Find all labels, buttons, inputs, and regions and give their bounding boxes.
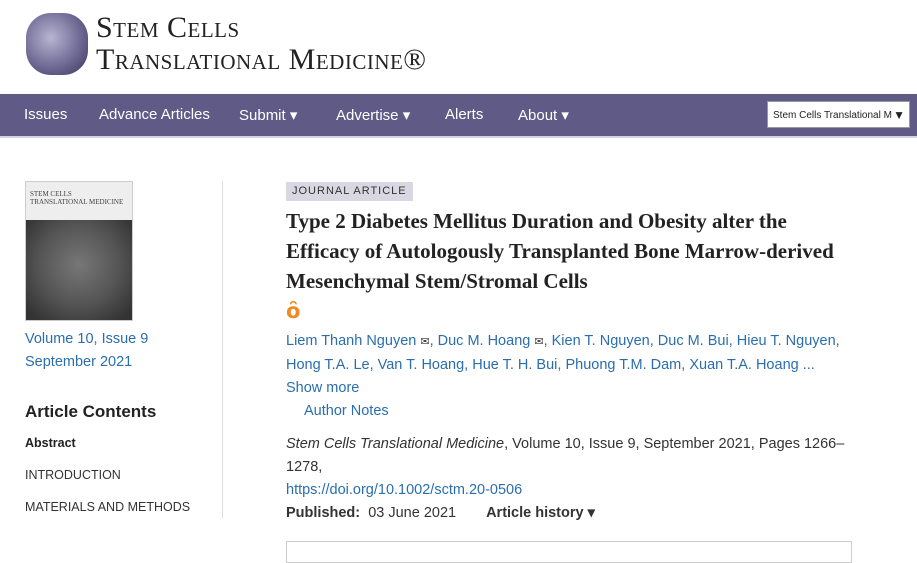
article-title: Type 2 Diabetes Mellitus Duration and Ob… xyxy=(286,209,834,323)
article-contents-heading: Article Contents xyxy=(25,402,157,421)
author-link[interactable]: Van T. Hoang xyxy=(377,357,465,373)
author-link[interactable]: Liem Thanh Nguyen xyxy=(286,333,417,349)
doi-link[interactable]: https://doi.org/10.1002/sctm.20-0506 xyxy=(286,482,523,498)
issue-date-link[interactable]: September 2021 xyxy=(25,354,133,370)
published-info: Published: 03 June 2021 Article history ▾ xyxy=(286,502,866,525)
toc-introduction[interactable]: INTRODUCTION xyxy=(25,468,121,482)
citation-details: , Volume 10, Issue 9, September 2021, Pa… xyxy=(286,436,845,475)
toc-abstract[interactable]: Abstract xyxy=(25,436,76,450)
author-link[interactable]: Xuan T.A. Hoang xyxy=(689,357,799,373)
main-nav: Issues Advance Articles Submit ▾ Adverti… xyxy=(0,94,917,138)
citation: Stem Cells Translational Medicine, Volum… xyxy=(286,433,866,502)
sidebar: STEM CELLS TRANSLATIONAL MEDICINE Volume … xyxy=(25,181,210,515)
author-notes-link[interactable]: Author Notes xyxy=(304,403,389,419)
open-access-icon: ȏ xyxy=(286,299,301,323)
author-link[interactable]: Hue T. H. Bui xyxy=(472,357,558,373)
article-header: JOURNAL ARTICLE Type 2 Diabetes Mellitus… xyxy=(286,181,866,563)
author-link[interactable]: Phuong T.M. Dam xyxy=(565,357,682,373)
author-link[interactable]: Duc M. Hoang xyxy=(437,333,531,349)
article-history-toggle[interactable]: Article history ▾ xyxy=(486,505,595,521)
nav-submit[interactable]: Submit ▾ xyxy=(239,107,298,124)
nav-alerts[interactable]: Alerts xyxy=(445,106,484,123)
search-scope-select[interactable]: Stem Cells Translational M ▼ xyxy=(767,101,910,128)
toc-methods[interactable]: MATERIALS AND METHODS xyxy=(25,500,191,514)
article-type-badge: JOURNAL ARTICLE xyxy=(286,182,413,201)
email-icon[interactable]: ✉ xyxy=(534,336,544,348)
content-box xyxy=(286,541,852,563)
select-value: Stem Cells Translational M xyxy=(773,110,892,121)
email-icon[interactable]: ✉ xyxy=(420,336,430,348)
chevron-down-icon: ▼ xyxy=(893,108,905,122)
journal-name: Stem Cells Translational Medicine xyxy=(286,436,505,452)
published-label: Published: xyxy=(286,505,361,521)
nav-issues[interactable]: Issues xyxy=(24,106,68,123)
journal-logo[interactable]: Stem Cells Translational Medicine® xyxy=(26,12,427,76)
nav-about[interactable]: About ▾ xyxy=(518,107,569,124)
logo-line1: Stem Cells xyxy=(96,11,240,44)
cells-logo-icon xyxy=(26,13,88,75)
divider xyxy=(222,181,223,518)
author-link[interactable]: Kien T. Nguyen xyxy=(551,333,650,349)
nav-advertise[interactable]: Advertise ▾ xyxy=(336,107,411,124)
issue-cover-image[interactable]: STEM CELLS TRANSLATIONAL MEDICINE xyxy=(25,181,133,321)
issue-link[interactable]: Volume 10, Issue 9 xyxy=(25,331,149,347)
author-link[interactable]: Hong T.A. Le xyxy=(286,357,370,373)
logo-line2: Translational Medicine® xyxy=(96,43,427,76)
nav-advance-articles[interactable]: Advance Articles xyxy=(99,106,210,123)
show-more-link[interactable]: ... Show more xyxy=(286,357,815,396)
author-link[interactable]: Hieu T. Nguyen xyxy=(736,333,836,349)
author-list: Liem Thanh Nguyen ✉, Duc M. Hoang ✉, Kie… xyxy=(286,333,840,396)
published-date: 03 June 2021 xyxy=(368,505,457,521)
author-link[interactable]: Duc M. Bui xyxy=(657,333,729,349)
